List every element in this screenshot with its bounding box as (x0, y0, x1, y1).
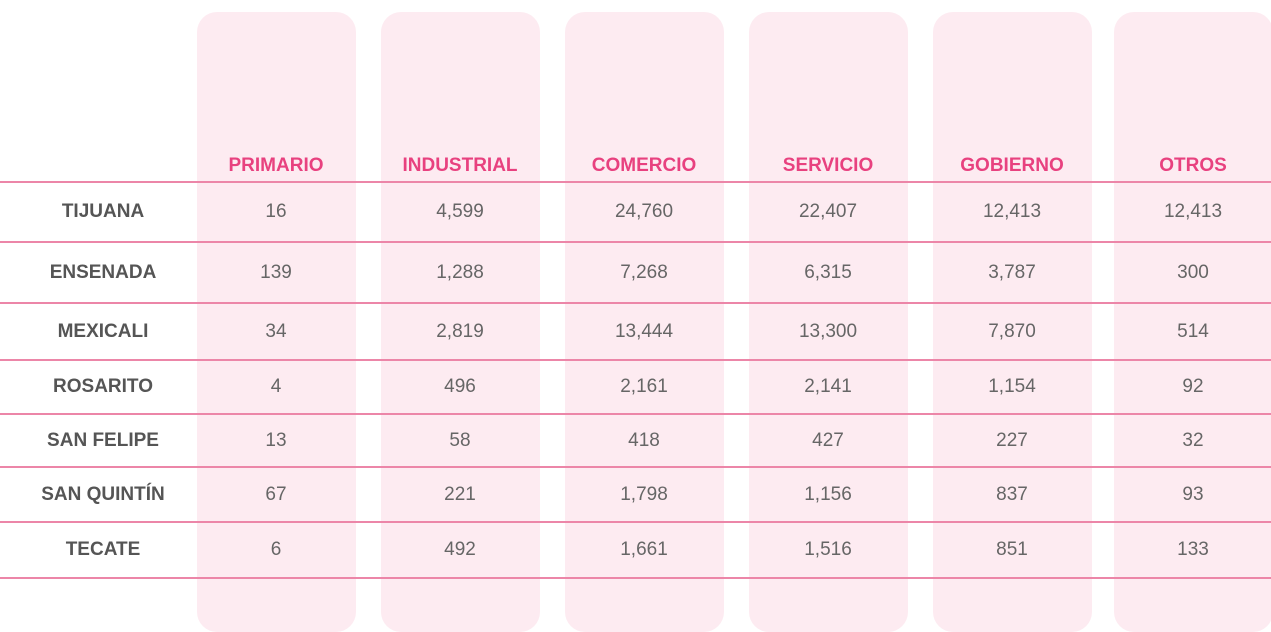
cell-value: 34 (265, 321, 286, 343)
cell-value: 16 (265, 201, 286, 223)
row-divider (0, 413, 1271, 415)
cell-value: 496 (444, 376, 476, 398)
cell-value: 227 (996, 430, 1028, 452)
cell-value: 6 (271, 539, 282, 561)
cell-value: 837 (996, 484, 1028, 506)
row-divider (0, 577, 1271, 579)
row-label: TIJUANA (62, 201, 144, 223)
cell-value: 1,288 (436, 262, 484, 284)
column-header: INDUSTRIAL (402, 155, 517, 177)
cell-value: 12,413 (1164, 201, 1222, 223)
cell-value: 13,444 (615, 321, 673, 343)
cell-value: 93 (1182, 484, 1203, 506)
cell-value: 2,819 (436, 321, 484, 343)
row-label: TECATE (66, 539, 141, 561)
cell-value: 2,161 (620, 376, 668, 398)
cell-value: 427 (812, 430, 844, 452)
cell-value: 7,268 (620, 262, 668, 284)
cell-value: 13,300 (799, 321, 857, 343)
cell-value: 32 (1182, 430, 1203, 452)
cell-value: 418 (628, 430, 660, 452)
cell-value: 492 (444, 539, 476, 561)
cell-value: 3,787 (988, 262, 1036, 284)
row-label: ROSARITO (53, 376, 153, 398)
row-label: SAN QUINTÍN (41, 484, 165, 506)
column-header: COMERCIO (592, 155, 697, 177)
cell-value: 300 (1177, 262, 1209, 284)
row-divider (0, 359, 1271, 361)
row-label: MEXICALI (58, 321, 149, 343)
cell-value: 4,599 (436, 201, 484, 223)
cell-value: 1,798 (620, 484, 668, 506)
cell-value: 851 (996, 539, 1028, 561)
cell-value: 1,154 (988, 376, 1036, 398)
cell-value: 1,156 (804, 484, 852, 506)
column-header: PRIMARIO (229, 155, 324, 177)
cell-value: 24,760 (615, 201, 673, 223)
row-divider (0, 181, 1271, 183)
cell-value: 6,315 (804, 262, 852, 284)
row-divider (0, 466, 1271, 468)
column-header: GOBIERNO (960, 155, 1063, 177)
cell-value: 12,413 (983, 201, 1041, 223)
row-divider (0, 302, 1271, 304)
page: $ (() => { const data = JSON.parse(docum… (0, 0, 1271, 607)
cell-value: 92 (1182, 376, 1203, 398)
cell-value: 1,516 (804, 539, 852, 561)
cell-value: 7,870 (988, 321, 1036, 343)
row-label: SAN FELIPE (47, 430, 159, 452)
row-divider (0, 521, 1271, 523)
cell-value: 13 (265, 430, 286, 452)
cell-value: 22,407 (799, 201, 857, 223)
cell-value: 2,141 (804, 376, 852, 398)
cell-value: 67 (265, 484, 286, 506)
cell-value: 58 (449, 430, 470, 452)
cell-value: 514 (1177, 321, 1209, 343)
cell-value: 133 (1177, 539, 1209, 561)
column-header: OTROS (1159, 155, 1227, 177)
cell-value: 139 (260, 262, 292, 284)
cell-value: 4 (271, 376, 282, 398)
row-label: ENSENADA (50, 262, 157, 284)
cell-value: 221 (444, 484, 476, 506)
column-header: SERVICIO (783, 155, 873, 177)
cell-value: 1,661 (620, 539, 668, 561)
row-divider (0, 241, 1271, 243)
